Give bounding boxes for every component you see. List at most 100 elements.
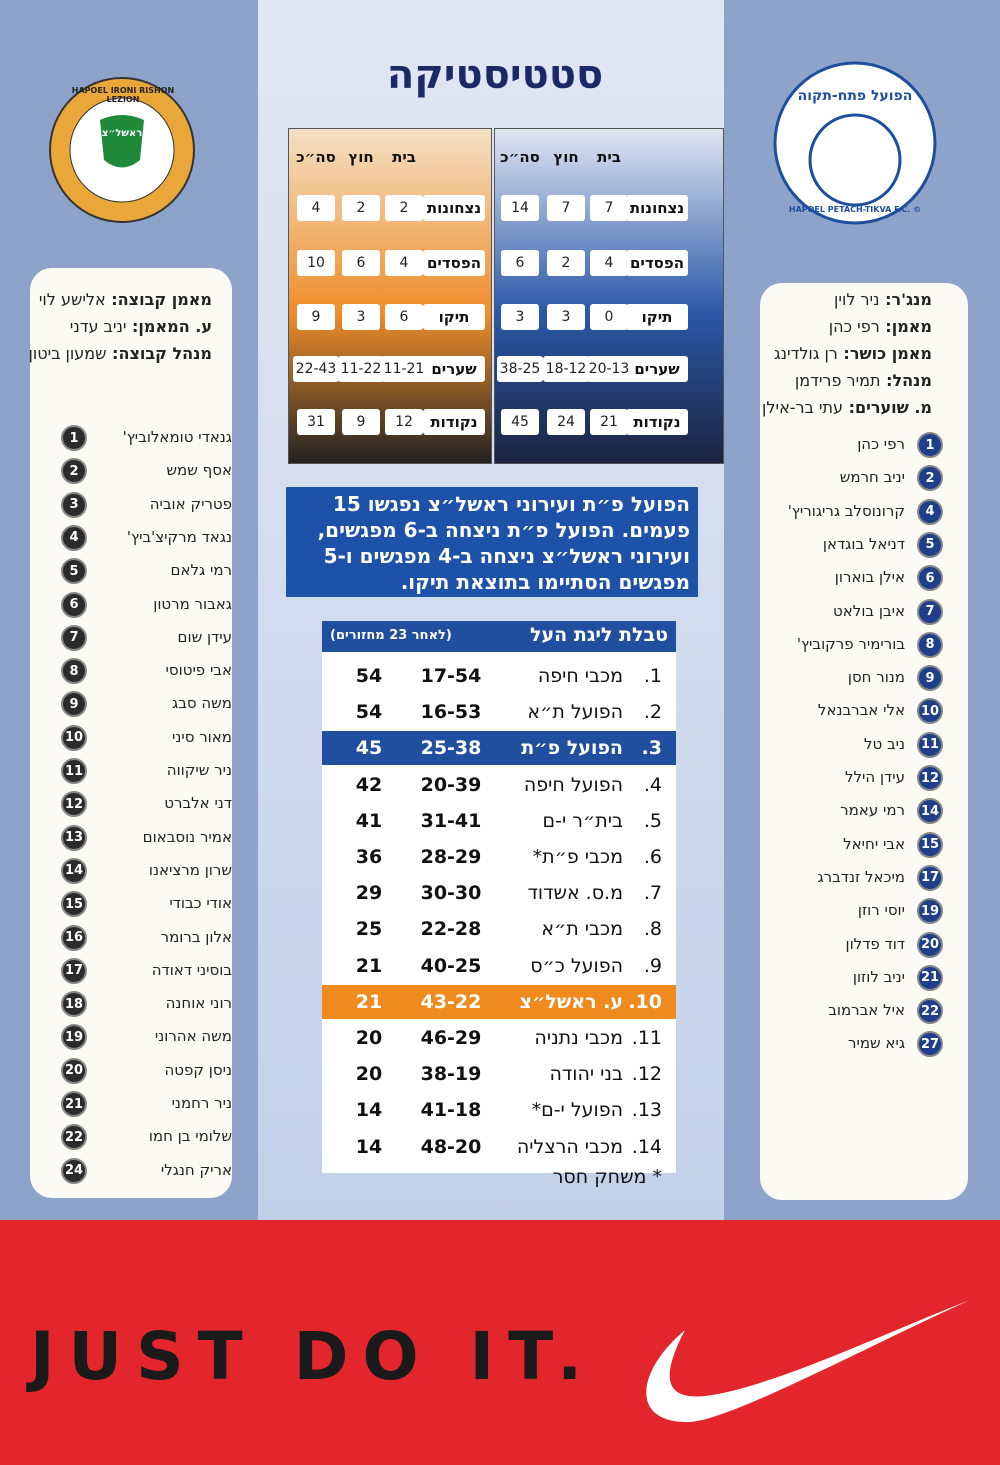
player-name: גיא שמיר	[848, 1034, 905, 1053]
league-points: 36	[355, 846, 383, 868]
league-goals: 46-29	[420, 1027, 482, 1049]
stats-label: תיקו	[626, 304, 688, 330]
stats-value: 3	[342, 304, 380, 330]
league-points: 21	[355, 954, 383, 977]
stats-value: 6	[342, 250, 380, 276]
player-name: אילן בוארון	[834, 568, 905, 587]
stats-value: 21	[590, 409, 628, 435]
staff-line: מנהל: תמיר פרידמן	[795, 371, 932, 390]
staff-name: שמעון ביטון	[28, 344, 107, 363]
swoosh	[646, 1300, 970, 1423]
left-logo-shield	[100, 115, 144, 168]
rishon-stats-box	[288, 128, 492, 464]
player-number: 17	[917, 864, 943, 891]
stats-label: נקודות	[626, 409, 688, 435]
stats-value: 22-43	[293, 356, 339, 382]
stats-value: 4	[385, 250, 423, 276]
league-goals: 17-54	[420, 665, 482, 687]
player-number: 18	[61, 991, 87, 1018]
player-name: אודי כבודי	[169, 894, 232, 913]
stats-label: שערים	[423, 356, 485, 382]
player-number: 16	[61, 924, 87, 951]
player-name: קרונוסלב גריגוריץ'	[787, 501, 905, 520]
league-team: ע. ראשל״צ	[519, 990, 623, 1013]
stats-value: 18-12	[543, 356, 589, 382]
league-points: 29	[355, 882, 383, 905]
right-logo-ball	[808, 113, 902, 207]
league-team: הפועל חיפה	[523, 773, 623, 796]
staff-name: רן גולדינג	[774, 344, 838, 363]
player-name: יניב לוזון	[852, 967, 905, 986]
league-header-bg	[322, 621, 676, 652]
league-points: 21	[355, 990, 383, 1013]
player-number: 1	[917, 432, 943, 458]
league-rank: 9.	[643, 954, 662, 977]
stats-value: 2	[342, 195, 380, 221]
stats-header: בית	[597, 148, 621, 166]
player-number: 2	[61, 458, 87, 485]
player-number: 27	[917, 1031, 943, 1058]
staff-name: ניר לוין	[834, 290, 880, 309]
player-number: 19	[917, 898, 943, 925]
player-name: מיכאל זנדברג	[817, 867, 905, 886]
staff-name: עתי בר-אילן	[762, 398, 844, 417]
player-name: דוד פדלון	[845, 934, 906, 953]
stats-header: סה״כ	[296, 148, 336, 166]
league-goals: 38-19	[420, 1063, 482, 1086]
league-team: הפועל פ״ת	[521, 737, 623, 760]
stats-label: נצחונות	[626, 195, 688, 221]
stats-label: שערים	[626, 356, 688, 382]
player-name: אסף שמש	[166, 461, 232, 480]
player-number: 5	[61, 558, 87, 585]
stats-label: נצחונות	[423, 195, 485, 221]
player-number: 9	[917, 665, 943, 692]
league-goals: 30-30	[420, 882, 482, 905]
stats-label: הפסדים	[626, 250, 688, 276]
player-number: 7	[61, 624, 87, 651]
stats-label: נקודות	[423, 409, 485, 435]
league-team: מכבי חיפה	[537, 665, 623, 687]
summary-box	[286, 487, 698, 597]
right-logo-text: HAPOEL PETACH-TIKVA F.C. ©	[788, 205, 922, 214]
player-number: 12	[917, 765, 943, 791]
league-goals: 20-39	[420, 773, 482, 796]
player-number: 15	[61, 891, 87, 918]
player-name: דניאל בוגדאן	[822, 534, 905, 553]
player-name: יניב חרמש	[839, 468, 905, 487]
player-number: 2	[917, 465, 943, 492]
player-number: 11	[61, 758, 87, 784]
league-points: 20	[355, 1063, 383, 1086]
league-rank: 5.	[643, 809, 662, 832]
league-rank: 6.	[643, 846, 662, 868]
staff-label: מנג'ר:	[879, 290, 932, 309]
stats-value: 7	[590, 195, 628, 221]
player-number: 10	[917, 698, 943, 725]
league-rank: 1.	[643, 665, 662, 687]
player-number: 11	[917, 731, 943, 758]
league-title: טבלת ליגת העל	[530, 624, 668, 646]
stats-label: תיקו	[423, 304, 485, 330]
league-highlight	[322, 731, 676, 766]
league-rank: 4.	[643, 773, 662, 796]
summary-line: ועירוני ראשל״צ ניצחה ב-4 מפגשים ו-5	[323, 544, 690, 568]
player-name: שלומי בן חמו	[148, 1127, 232, 1146]
player-name: ניר רחמני	[171, 1094, 232, 1112]
staff-line: מנהל קבוצה: שמעון ביטון	[29, 344, 212, 363]
league-points: 14	[355, 1099, 383, 1122]
player-number: 3	[61, 491, 87, 518]
player-name: עידן הילל	[845, 768, 905, 786]
league-footnote: * משחק חסר	[552, 1166, 662, 1188]
player-name: גנאדי טומאלוביץ'	[122, 428, 232, 446]
stats-value: 12	[385, 409, 423, 435]
staff-line: מנג'ר: ניר לוין	[834, 290, 932, 309]
staff-name: רפי כהן	[828, 317, 880, 336]
banner	[0, 1220, 1000, 1465]
player-number: 9	[61, 691, 87, 718]
staff-name: אלישע לוי	[38, 290, 106, 309]
stats-value: 2	[385, 195, 423, 221]
player-name: אריק חנגלי	[160, 1160, 232, 1179]
stats-value: 6	[385, 304, 423, 330]
right-logo-hebrew: הפועל פתח-תקוה	[797, 88, 913, 104]
league-rank: 2.	[643, 701, 662, 724]
